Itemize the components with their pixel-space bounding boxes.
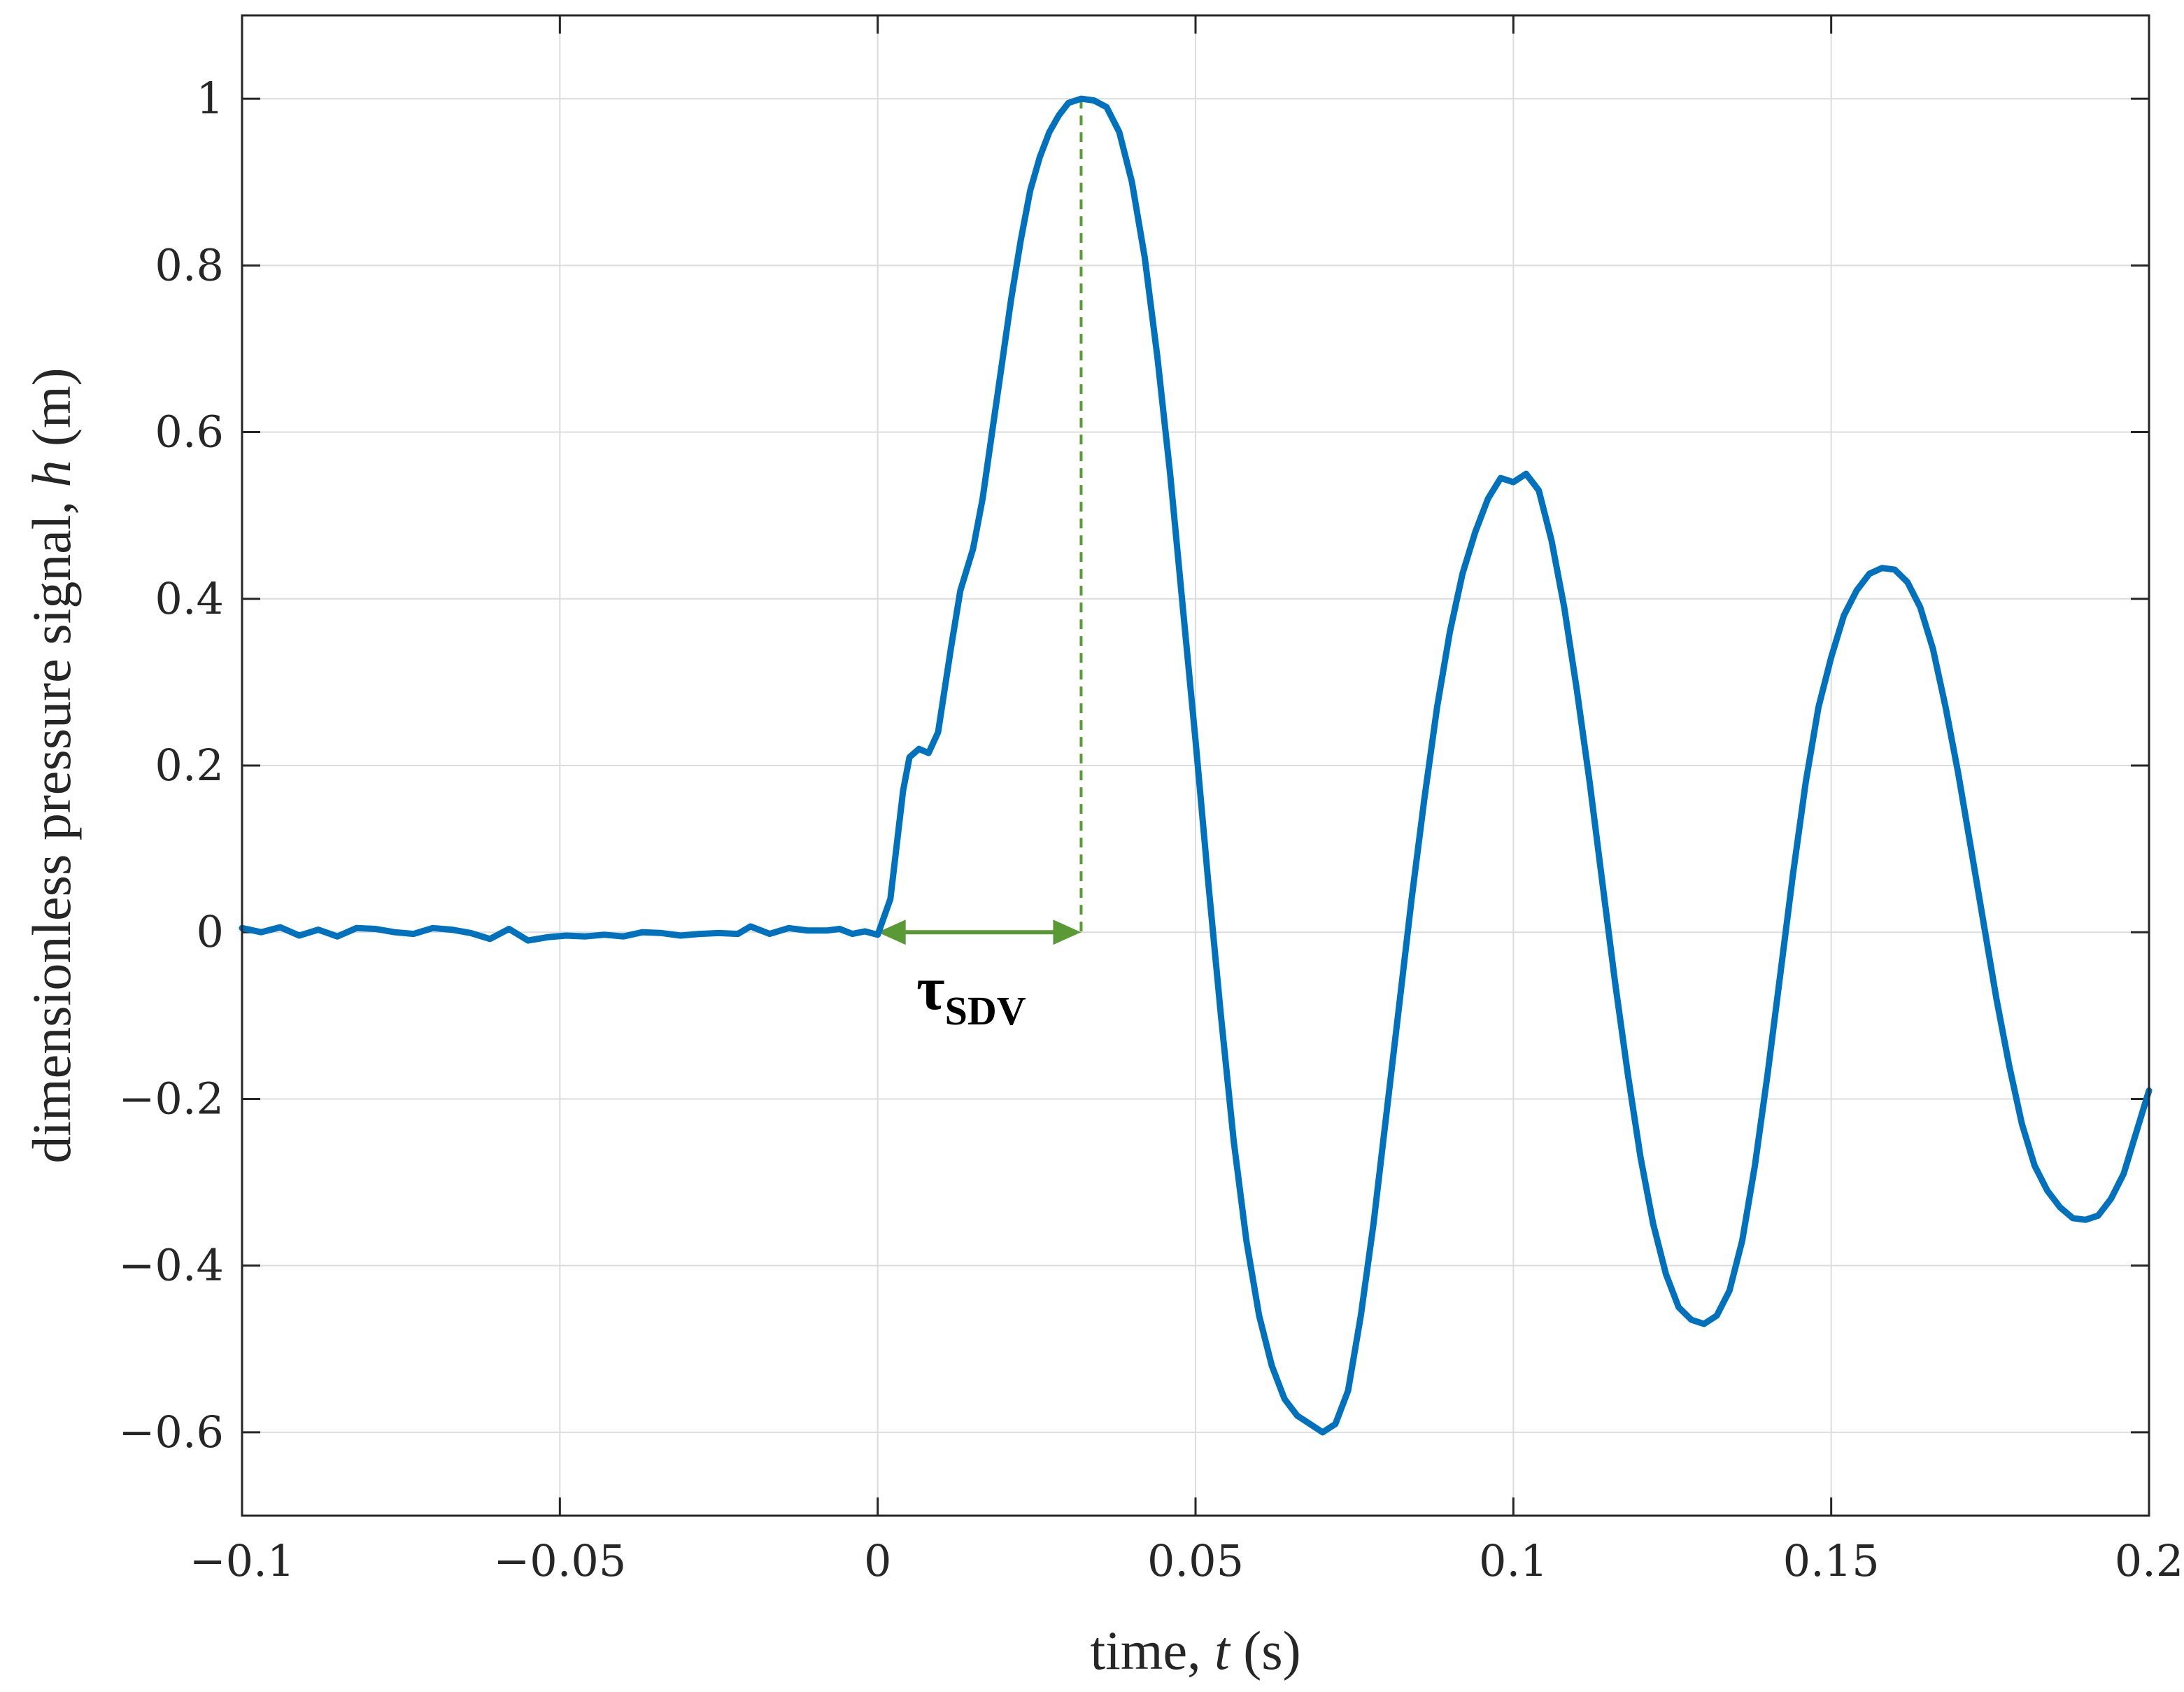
x-tick-label: −0.05 bbox=[493, 1535, 626, 1586]
x-tick-label: 0.1 bbox=[1479, 1535, 1548, 1586]
x-axis-label-post: (s) bbox=[1230, 1620, 1301, 1681]
x-axis-label-var: t bbox=[1214, 1620, 1231, 1681]
series bbox=[239, 95, 2153, 1436]
y-ticks bbox=[242, 97, 2149, 1434]
y-axis-label-post: (m) bbox=[21, 367, 82, 460]
y-axis-label-var: h bbox=[21, 460, 82, 487]
y-tick-label: 0.4 bbox=[155, 573, 224, 624]
y-tick-labels: −0.6 −0.4 −0.2 0 0.2 0.4 0.6 0.8 1 bbox=[118, 73, 224, 1458]
y-tick-label: 0.2 bbox=[155, 740, 224, 791]
tau-arrow-head-left bbox=[877, 919, 906, 945]
axes-box bbox=[241, 14, 2150, 1517]
tau-sdv-label: τSDV bbox=[916, 955, 1026, 1034]
x-tick-label: 0.2 bbox=[2115, 1535, 2184, 1586]
x-tick-labels: −0.1 −0.05 0 0.05 0.1 0.15 0.2 bbox=[190, 1535, 2184, 1586]
y-tick-label: −0.2 bbox=[118, 1073, 224, 1124]
pressure-signal-line bbox=[239, 95, 2153, 1436]
y-tick-label: 0.6 bbox=[155, 407, 224, 458]
x-tick-label: 0.05 bbox=[1147, 1535, 1244, 1586]
annotations bbox=[877, 99, 1083, 945]
y-tick-label: −0.6 bbox=[118, 1407, 224, 1458]
x-axis-label-pre: time, bbox=[1090, 1620, 1214, 1681]
y-tick-label: 0 bbox=[197, 906, 224, 957]
tau-symbol: τ bbox=[916, 955, 945, 1023]
y-tick-label: 1 bbox=[197, 73, 224, 124]
y-axis-label: dimensionless pressure signal, h (m) bbox=[21, 367, 82, 1163]
grid bbox=[241, 15, 2150, 1516]
x-tick-label: −0.1 bbox=[190, 1535, 295, 1586]
y-tick-label: −0.4 bbox=[118, 1240, 224, 1291]
tau-subscript: SDV bbox=[945, 988, 1026, 1034]
y-axis-label-pre: dimensionless pressure signal, bbox=[21, 487, 82, 1163]
y-tick-label: 0.8 bbox=[155, 239, 224, 290]
x-tick-label: 0 bbox=[864, 1535, 891, 1586]
x-axis-label: time, t (s) bbox=[1090, 1620, 1300, 1681]
tau-arrow-head-right bbox=[1053, 919, 1082, 945]
x-tick-label: 0.15 bbox=[1783, 1535, 1880, 1586]
